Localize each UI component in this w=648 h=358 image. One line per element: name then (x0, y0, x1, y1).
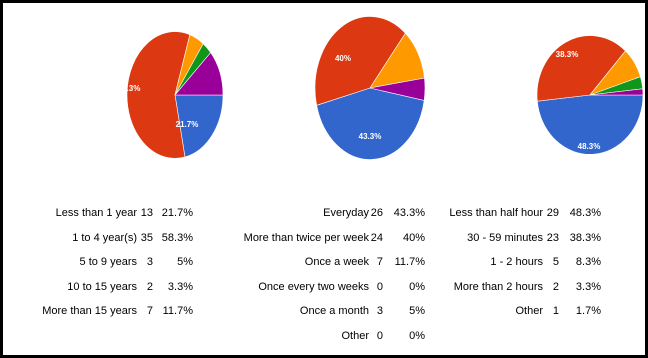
legend-category-label: 30 - 59 minutes (467, 231, 543, 244)
slice-percent-label: 58.3% (118, 84, 141, 93)
legend-percent: 5% (177, 256, 193, 268)
legend-percent: 11.7% (394, 256, 425, 268)
legend-count: 26 (370, 207, 383, 219)
legend-count: 7 (376, 256, 383, 268)
slice-percent-label: 38.3% (556, 50, 579, 59)
legend-count: 3 (146, 256, 153, 268)
pie-chart-experience: 21.7% 58.3% (118, 31, 224, 159)
legend-row: More than twice per week 24 40% (221, 231, 437, 245)
legend-percent: 0% (409, 329, 425, 342)
pie-chart-duration: 48.3% 38.3% (536, 35, 644, 155)
legend-count: 13 (140, 207, 153, 219)
legend-row: Other 0 0% (221, 329, 437, 343)
legend-count: 35 (140, 231, 153, 244)
legend-category-label: More than 15 years (42, 305, 137, 317)
pie-slice (369, 77, 426, 101)
legend-row: Once a month 3 5% (221, 304, 437, 318)
legend-table-duration: Less than half hour 29 48.3% 30 - 59 minute… (445, 206, 635, 336)
legend-row: More than 2 hours 2 3.3% (445, 280, 635, 294)
legend-percent: 40% (402, 231, 425, 244)
legend-row: More than 15 years 7 11.7% (15, 304, 205, 318)
legend-count: 5 (552, 256, 559, 268)
legend-percent: 0% (409, 280, 425, 293)
legend-row: 10 to 15 years 2 3.3% (15, 280, 205, 294)
legend-category-label: Other (515, 305, 543, 317)
pie-slice (589, 88, 644, 96)
legend-row: 1 - 2 hours 5 8.3% (445, 255, 635, 269)
legend-count: 2 (146, 280, 153, 293)
legend-count: 2 (552, 280, 559, 293)
legend-row: Once every two weeks 0 0% (221, 280, 437, 294)
legend-percent: 11.7% (162, 305, 193, 317)
legend-row: Other 1 1.7% (445, 304, 635, 318)
legend-category-label: Once a week (304, 256, 369, 268)
slice-percent-label: 21.7% (176, 120, 199, 129)
legend-table-frequency: Everyday 26 43.3% More than twice per week 2… (221, 206, 437, 356)
legend-percent: 58.3% (161, 231, 193, 244)
pie-slice (174, 94, 224, 158)
legend-table-experience: Less than 1 year 13 21.7% 1 to 4 year(s) 35 5… (15, 206, 205, 336)
legend-category-label: More than twice per week (243, 231, 369, 244)
legend-percent: 8.3% (575, 256, 601, 268)
slice-percent-label: 48.3% (578, 142, 601, 151)
pie-slice (126, 31, 191, 159)
legend-row: 5 to 9 years 3 5% (15, 255, 205, 269)
legend-percent: 21.7% (161, 207, 193, 219)
slice-percent-label: 40% (335, 54, 351, 63)
pie-slice (316, 87, 425, 160)
legend-count: 0 (376, 329, 383, 342)
pie-slice (174, 52, 224, 96)
legend-category-label: 5 to 9 years (79, 256, 137, 268)
legend-count: 29 (546, 207, 559, 219)
legend-row: Less than 1 year 13 21.7% (15, 206, 205, 220)
legend-row: Less than half hour 29 48.3% (445, 206, 635, 220)
legend-category-label: 1 - 2 hours (490, 256, 543, 268)
legend-percent: 5% (409, 305, 425, 317)
legend-count: 0 (376, 280, 383, 293)
slice-percent-label: 43.3% (359, 132, 382, 141)
legend-row: 30 - 59 minutes 23 38.3% (445, 231, 635, 245)
legend-percent: 48.3% (569, 207, 601, 219)
legend-row: Once a week 7 11.7% (221, 255, 437, 269)
legend-percent: 43.3% (393, 207, 425, 219)
legend-percent: 3.3% (575, 280, 601, 293)
legend-category-label: Other (341, 329, 369, 342)
legend-category-label: 1 to 4 year(s) (72, 231, 137, 244)
legend-count: 24 (370, 231, 383, 244)
legend-category-label: Everyday (323, 207, 369, 219)
pie-slice (536, 35, 626, 102)
legend-category-label: Less than 1 year (55, 207, 137, 219)
legend-category-label: More than 2 hours (453, 280, 543, 293)
pie-chart-frequency: 43.3% 40% (314, 16, 426, 160)
legend-percent: 3.3% (167, 280, 193, 293)
legend-count: 23 (546, 231, 559, 244)
legend-percent: 38.3% (569, 231, 601, 244)
legend-count: 1 (552, 305, 559, 317)
legend-count: 7 (146, 305, 153, 317)
pie-slice (314, 16, 406, 106)
legend-row: 1 to 4 year(s) 35 58.3% (15, 231, 205, 245)
legend-category-label: 10 to 15 years (67, 280, 137, 293)
legend-category-label: Once every two weeks (258, 280, 369, 293)
legend-count: 3 (376, 305, 383, 317)
legend-row: Everyday 26 43.3% (221, 206, 437, 220)
legend-percent: 1.7% (575, 305, 601, 317)
pie-slice (536, 94, 644, 155)
legend-category-label: Once a month (299, 305, 369, 317)
legend-category-label: Less than half hour (449, 207, 543, 219)
